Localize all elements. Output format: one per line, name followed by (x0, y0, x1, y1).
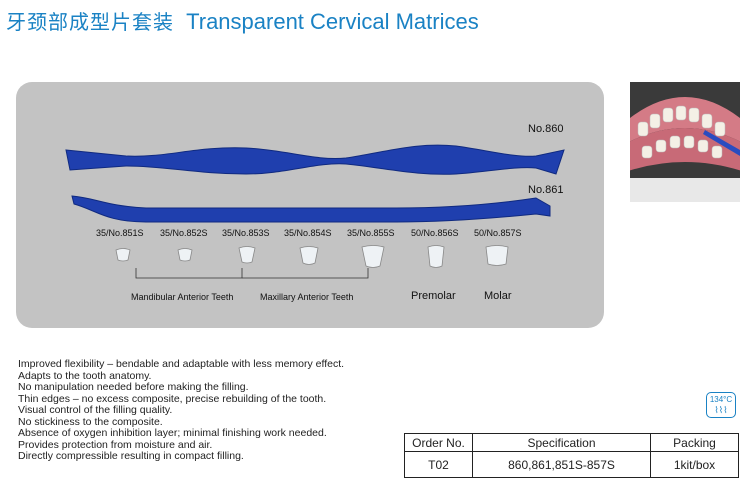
cell-order-no: T02 (404, 451, 473, 478)
matrix-857s (485, 245, 509, 266)
title-chinese: 牙颈部成型片套装 (6, 10, 174, 34)
tooth-label-857s: 50/No.857S (474, 228, 522, 238)
maxillary-bracket (242, 268, 369, 279)
tooth-label-854s: 35/No.854S (284, 228, 332, 238)
cell-specification: 860,861,851S-857S (472, 451, 651, 478)
autoclave-badge: 134°C ⌇⌇⌇ (706, 392, 736, 418)
autoclave-temp: 134°C (709, 395, 733, 404)
feature-item: Visual control of the filling quality. (18, 404, 173, 416)
feature-item: Improved flexibility – bendable and adap… (18, 358, 345, 370)
cell-packing: 1kit/box (650, 451, 739, 478)
group-mandibular: Mandibular Anterior Teeth (131, 292, 234, 302)
instruments-graphic (65, 144, 565, 279)
feature-item: Absence of oxygen inhibition layer; mini… (18, 427, 327, 439)
order-table: Order No. Specification Packing T02 860,… (404, 433, 739, 478)
feature-item: Thin edges – no excess composite, precis… (18, 392, 327, 405)
matrix-851s (115, 248, 131, 262)
header-packing: Packing (650, 433, 739, 452)
steam-icon: ⌇⌇⌇ (714, 405, 728, 415)
header-order-no: Order No. (404, 433, 473, 452)
dental-model-illustration (630, 82, 740, 202)
group-molar: Molar (484, 290, 512, 302)
title-english: Transparent Cervical Matrices (186, 9, 479, 34)
feature-item: No manipulation needed before making the… (18, 381, 249, 393)
table-header-row: Order No. Specification Packing (404, 433, 739, 452)
instrument-861 (71, 195, 551, 223)
product-panel: No.860 No.861 35/No.851S 35/No.852S 35/N… (16, 82, 604, 328)
table-row: T02 860,861,851S-857S 1kit/box (404, 451, 739, 478)
matrix-854s (299, 246, 319, 265)
matrix-856s (427, 245, 445, 268)
tooth-label-856s: 50/No.856S (411, 228, 459, 238)
header-specification: Specification (472, 433, 651, 452)
tooth-label-851s: 35/No.851S (96, 228, 144, 238)
instrument-860 (65, 144, 565, 175)
tooth-label-853s: 35/No.853S (222, 228, 270, 238)
matrix-855s (361, 245, 385, 268)
matrix-852s (177, 248, 193, 262)
page-title: 牙颈部成型片套装 Transparent Cervical Matrices (6, 6, 479, 35)
instrument-861-label: No.861 (528, 184, 564, 196)
tooth-label-852s: 35/No.852S (160, 228, 208, 238)
tooth-label-855s: 35/No.855S (347, 228, 395, 238)
application-photo (630, 82, 740, 202)
feature-item: Adapts to the tooth anatomy. (18, 369, 152, 382)
feature-list: Improved flexibility – bendable and adap… (18, 358, 345, 463)
mandibular-bracket (135, 268, 243, 279)
matrix-853s (238, 246, 256, 264)
feature-item: Directly compressible resulting in compa… (18, 450, 244, 462)
group-maxillary: Maxillary Anterior Teeth (260, 292, 354, 302)
feature-item: Provides protection from moisture and ai… (18, 438, 213, 451)
group-premolar: Premolar (411, 290, 456, 302)
instrument-860-label: No.860 (528, 123, 564, 135)
feature-item: No stickiness to the composite. (18, 415, 163, 428)
